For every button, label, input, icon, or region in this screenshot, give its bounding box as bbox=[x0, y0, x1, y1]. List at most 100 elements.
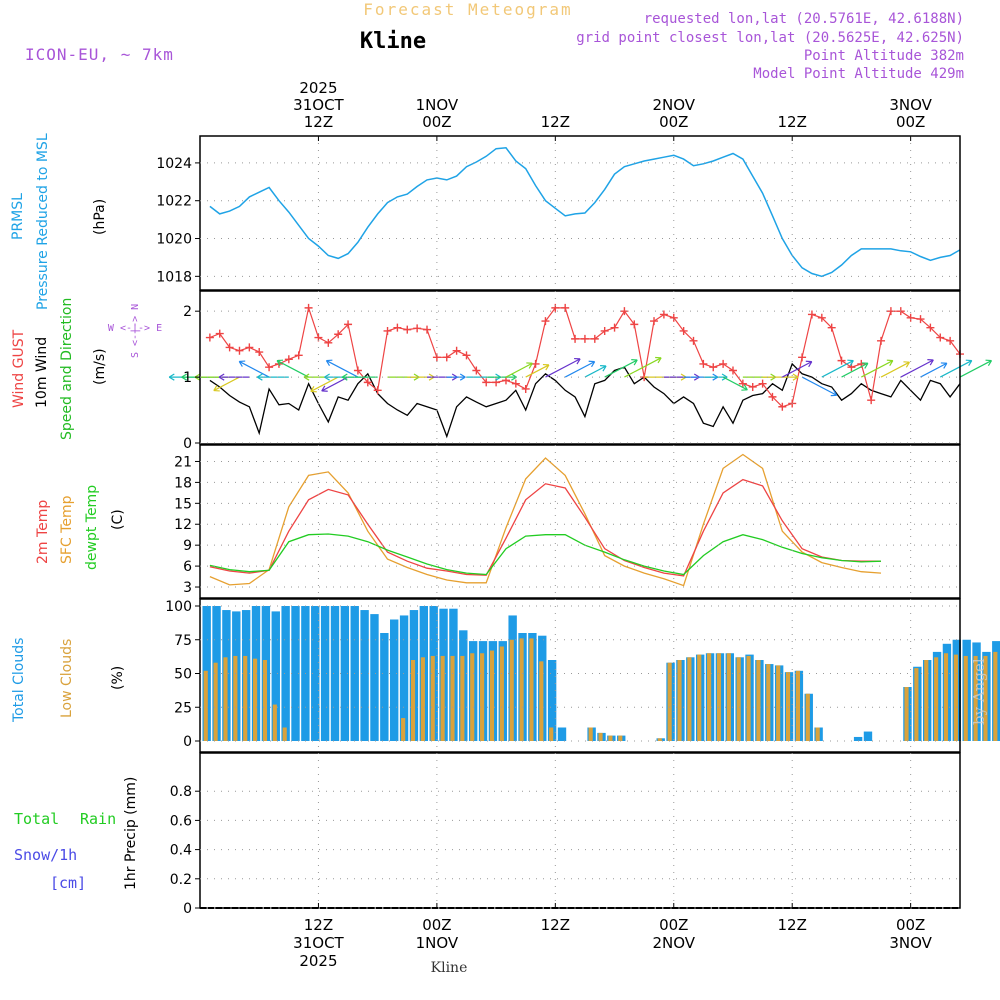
wind-gust-marker bbox=[215, 329, 224, 338]
wind-gust-marker bbox=[225, 343, 234, 352]
wind-vector-head bbox=[324, 373, 330, 381]
wind-vector-head bbox=[526, 362, 533, 369]
low-cloud-bar bbox=[677, 660, 682, 741]
wind-gust-marker bbox=[363, 378, 372, 387]
wind-gust-marker bbox=[304, 303, 313, 312]
wind-gust-marker bbox=[501, 376, 510, 385]
wind-vector-head bbox=[631, 359, 638, 366]
wind-vector bbox=[604, 359, 638, 378]
wind-vector bbox=[525, 364, 550, 378]
bottom-time-label: 2NOV bbox=[652, 934, 695, 952]
low-cloud-bar bbox=[993, 651, 998, 741]
low-cloud-bar bbox=[746, 655, 751, 741]
wind-gust-marker bbox=[393, 323, 402, 332]
pressure-units: (hPa) bbox=[92, 199, 108, 235]
wind-gust-marker bbox=[709, 363, 718, 372]
wind-vector-head bbox=[721, 373, 728, 381]
wind-vector-head bbox=[903, 361, 910, 368]
wind-gust-marker bbox=[778, 402, 787, 411]
wind-vector-head bbox=[741, 384, 748, 391]
wind-gust-marker bbox=[719, 359, 728, 368]
wind-gust-marker bbox=[205, 333, 214, 342]
wind-vector-head bbox=[303, 373, 310, 381]
wind-gust-marker bbox=[650, 317, 659, 326]
low-cloud-bar bbox=[262, 660, 268, 741]
total-cloud-bar bbox=[547, 660, 557, 741]
top-time-label: 31OCT bbox=[293, 96, 344, 114]
wind-labels: Wind GUST 10m Wind Speed and Direction (… bbox=[11, 298, 162, 440]
low-cloud-bar bbox=[943, 653, 949, 741]
y-tick-label: 100 bbox=[165, 599, 192, 615]
top-time-label: 3NOV bbox=[889, 96, 932, 114]
wind-vector-head bbox=[213, 385, 220, 392]
wind-vector-head bbox=[792, 373, 799, 381]
wind-gust-marker bbox=[235, 346, 244, 355]
y-tick-label: 0.8 bbox=[170, 784, 192, 800]
low-cloud-bar bbox=[460, 655, 465, 741]
temp-2m-line bbox=[209, 478, 881, 577]
bottom-time-label: 12Z bbox=[778, 916, 807, 934]
bottom-time-label: 12Z bbox=[541, 916, 570, 934]
bottom-time-label: 00Z bbox=[896, 916, 925, 934]
wind-vector bbox=[310, 376, 339, 392]
y-tick-label: 3 bbox=[183, 580, 192, 596]
wind-gust-marker bbox=[472, 366, 481, 375]
wind-vector-head bbox=[341, 373, 348, 381]
pressure-line bbox=[209, 147, 961, 278]
wind-gust-marker bbox=[541, 317, 550, 326]
bottom-time-label: 31OCT bbox=[293, 934, 344, 952]
wind-10m-label: 10m Wind bbox=[34, 337, 50, 408]
wind-gust-marker bbox=[590, 334, 599, 343]
total-cloud-bar bbox=[281, 606, 290, 741]
wind-gust-marker bbox=[294, 351, 303, 360]
wind-vector bbox=[841, 362, 869, 378]
low-cloud-bar bbox=[410, 660, 416, 741]
wind-gust-marker bbox=[877, 336, 886, 345]
wind-speed-line bbox=[209, 362, 961, 439]
wind-gust-marker bbox=[679, 326, 688, 335]
low-cloud-bar bbox=[470, 653, 475, 741]
requested-point: requested lon,lat (20.5761E, 42.6188N) bbox=[644, 11, 964, 27]
wind-gust-marker bbox=[442, 353, 451, 362]
low-cloud-bar bbox=[480, 653, 485, 741]
bottom-time-label: 00Z bbox=[422, 916, 451, 934]
cloud-units: (%) bbox=[110, 666, 126, 690]
wind-units: (m/s) bbox=[92, 348, 108, 385]
wind-gust-marker bbox=[482, 378, 491, 387]
top-time-label: 12Z bbox=[541, 113, 570, 131]
y-tick-label: 0.2 bbox=[170, 872, 192, 888]
precip-total-label: Total bbox=[14, 810, 59, 828]
wind-gust-marker bbox=[334, 330, 343, 339]
low-cloud-bar bbox=[707, 653, 712, 741]
wind-vector-head bbox=[238, 360, 246, 367]
y-tick-label: 21 bbox=[174, 454, 192, 470]
temp-sfc-label: SFC Temp bbox=[59, 495, 75, 564]
wind-gust-marker bbox=[324, 338, 333, 347]
pressure-labels: PRMSL Pressure Reduced to MSL (hPa) bbox=[10, 133, 108, 310]
wind-gust-label: Wind GUST bbox=[11, 329, 27, 408]
y-tick-label: 2 bbox=[183, 304, 192, 320]
low-cloud-bar bbox=[233, 655, 238, 741]
y-tick-label: 75 bbox=[174, 633, 192, 649]
low-cloud-bar bbox=[223, 657, 228, 741]
wind-gust-marker bbox=[610, 323, 619, 332]
wind-vector-head bbox=[511, 373, 517, 381]
low-cloud-bar bbox=[657, 738, 662, 741]
panel-frame-precipitation bbox=[199, 752, 961, 909]
wind-gust-marker bbox=[630, 320, 639, 329]
low-cloud-bar bbox=[795, 670, 801, 741]
wind-vector-head bbox=[861, 362, 869, 369]
top-time-label: 2025 bbox=[299, 79, 337, 97]
low-cloud-bar bbox=[203, 670, 208, 741]
low-cloud-bar bbox=[420, 657, 425, 741]
precip-cm-label: [cm] bbox=[50, 874, 86, 892]
low-cloud-bar bbox=[440, 655, 445, 741]
wind-vector-head bbox=[574, 357, 581, 365]
top-time-label: 00Z bbox=[659, 113, 688, 131]
total-cloud-bar bbox=[370, 614, 379, 741]
wind-vector bbox=[213, 376, 240, 392]
panel-frame-pressure bbox=[199, 135, 961, 291]
low-cloud-bar bbox=[667, 662, 672, 741]
low-cloud-bar bbox=[529, 638, 534, 741]
total-cloud-bar bbox=[340, 606, 350, 741]
